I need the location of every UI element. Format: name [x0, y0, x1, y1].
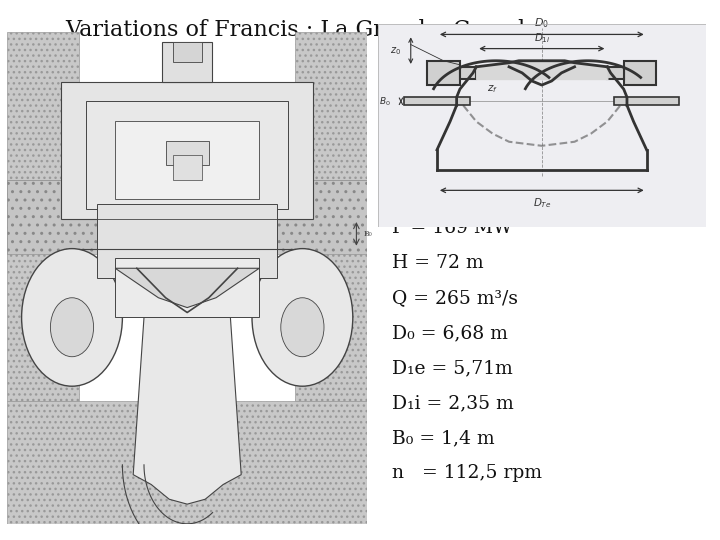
Bar: [295, 180, 367, 401]
Bar: [173, 156, 202, 180]
Bar: [614, 97, 680, 105]
Text: H = 72 m: H = 72 m: [392, 254, 484, 272]
Bar: [295, 32, 367, 180]
Bar: [86, 101, 288, 210]
Text: n   = 112,5 rpm: n = 112,5 rpm: [392, 464, 542, 482]
Text: Variations of Francis : La Grande, Canada: Variations of Francis : La Grande, Canad…: [66, 19, 539, 41]
Bar: [115, 259, 259, 318]
Bar: [608, 67, 624, 79]
Bar: [61, 82, 313, 219]
Bar: [115, 121, 259, 199]
Bar: [7, 180, 79, 401]
Text: $D_{Te}$: $D_{Te}$: [533, 197, 551, 210]
Text: B₀: B₀: [364, 230, 372, 238]
Circle shape: [22, 248, 122, 386]
Text: $D_0$: $D_0$: [534, 17, 549, 30]
Circle shape: [50, 298, 94, 357]
Bar: [277, 180, 367, 253]
Text: D₁e = 5,71m: D₁e = 5,71m: [392, 359, 513, 377]
Bar: [7, 401, 367, 524]
Bar: [166, 140, 209, 165]
Polygon shape: [133, 318, 241, 504]
Text: $z_0$: $z_0$: [390, 45, 401, 57]
Text: B₀ = 1,4 m: B₀ = 1,4 m: [392, 429, 495, 447]
Text: $B_0$: $B_0$: [379, 95, 391, 107]
Bar: [7, 180, 97, 253]
Bar: [460, 67, 477, 79]
Circle shape: [281, 298, 324, 357]
Bar: [162, 42, 212, 82]
Text: Q = 265 m³/s: Q = 265 m³/s: [392, 289, 518, 307]
Polygon shape: [115, 268, 259, 308]
Bar: [404, 97, 469, 105]
Bar: [624, 61, 657, 85]
Circle shape: [266, 259, 338, 357]
Bar: [97, 204, 277, 278]
Bar: [173, 42, 202, 62]
Circle shape: [252, 248, 353, 386]
Bar: [427, 61, 460, 85]
Text: $z_f$: $z_f$: [487, 83, 498, 95]
Bar: [7, 32, 79, 180]
Text: P = 169 MW: P = 169 MW: [392, 219, 513, 237]
Text: $D_{1i}$: $D_{1i}$: [534, 31, 550, 45]
Text: D₁i = 2,35 m: D₁i = 2,35 m: [392, 394, 514, 412]
Text: D₀ = 6,68 m: D₀ = 6,68 m: [392, 324, 508, 342]
